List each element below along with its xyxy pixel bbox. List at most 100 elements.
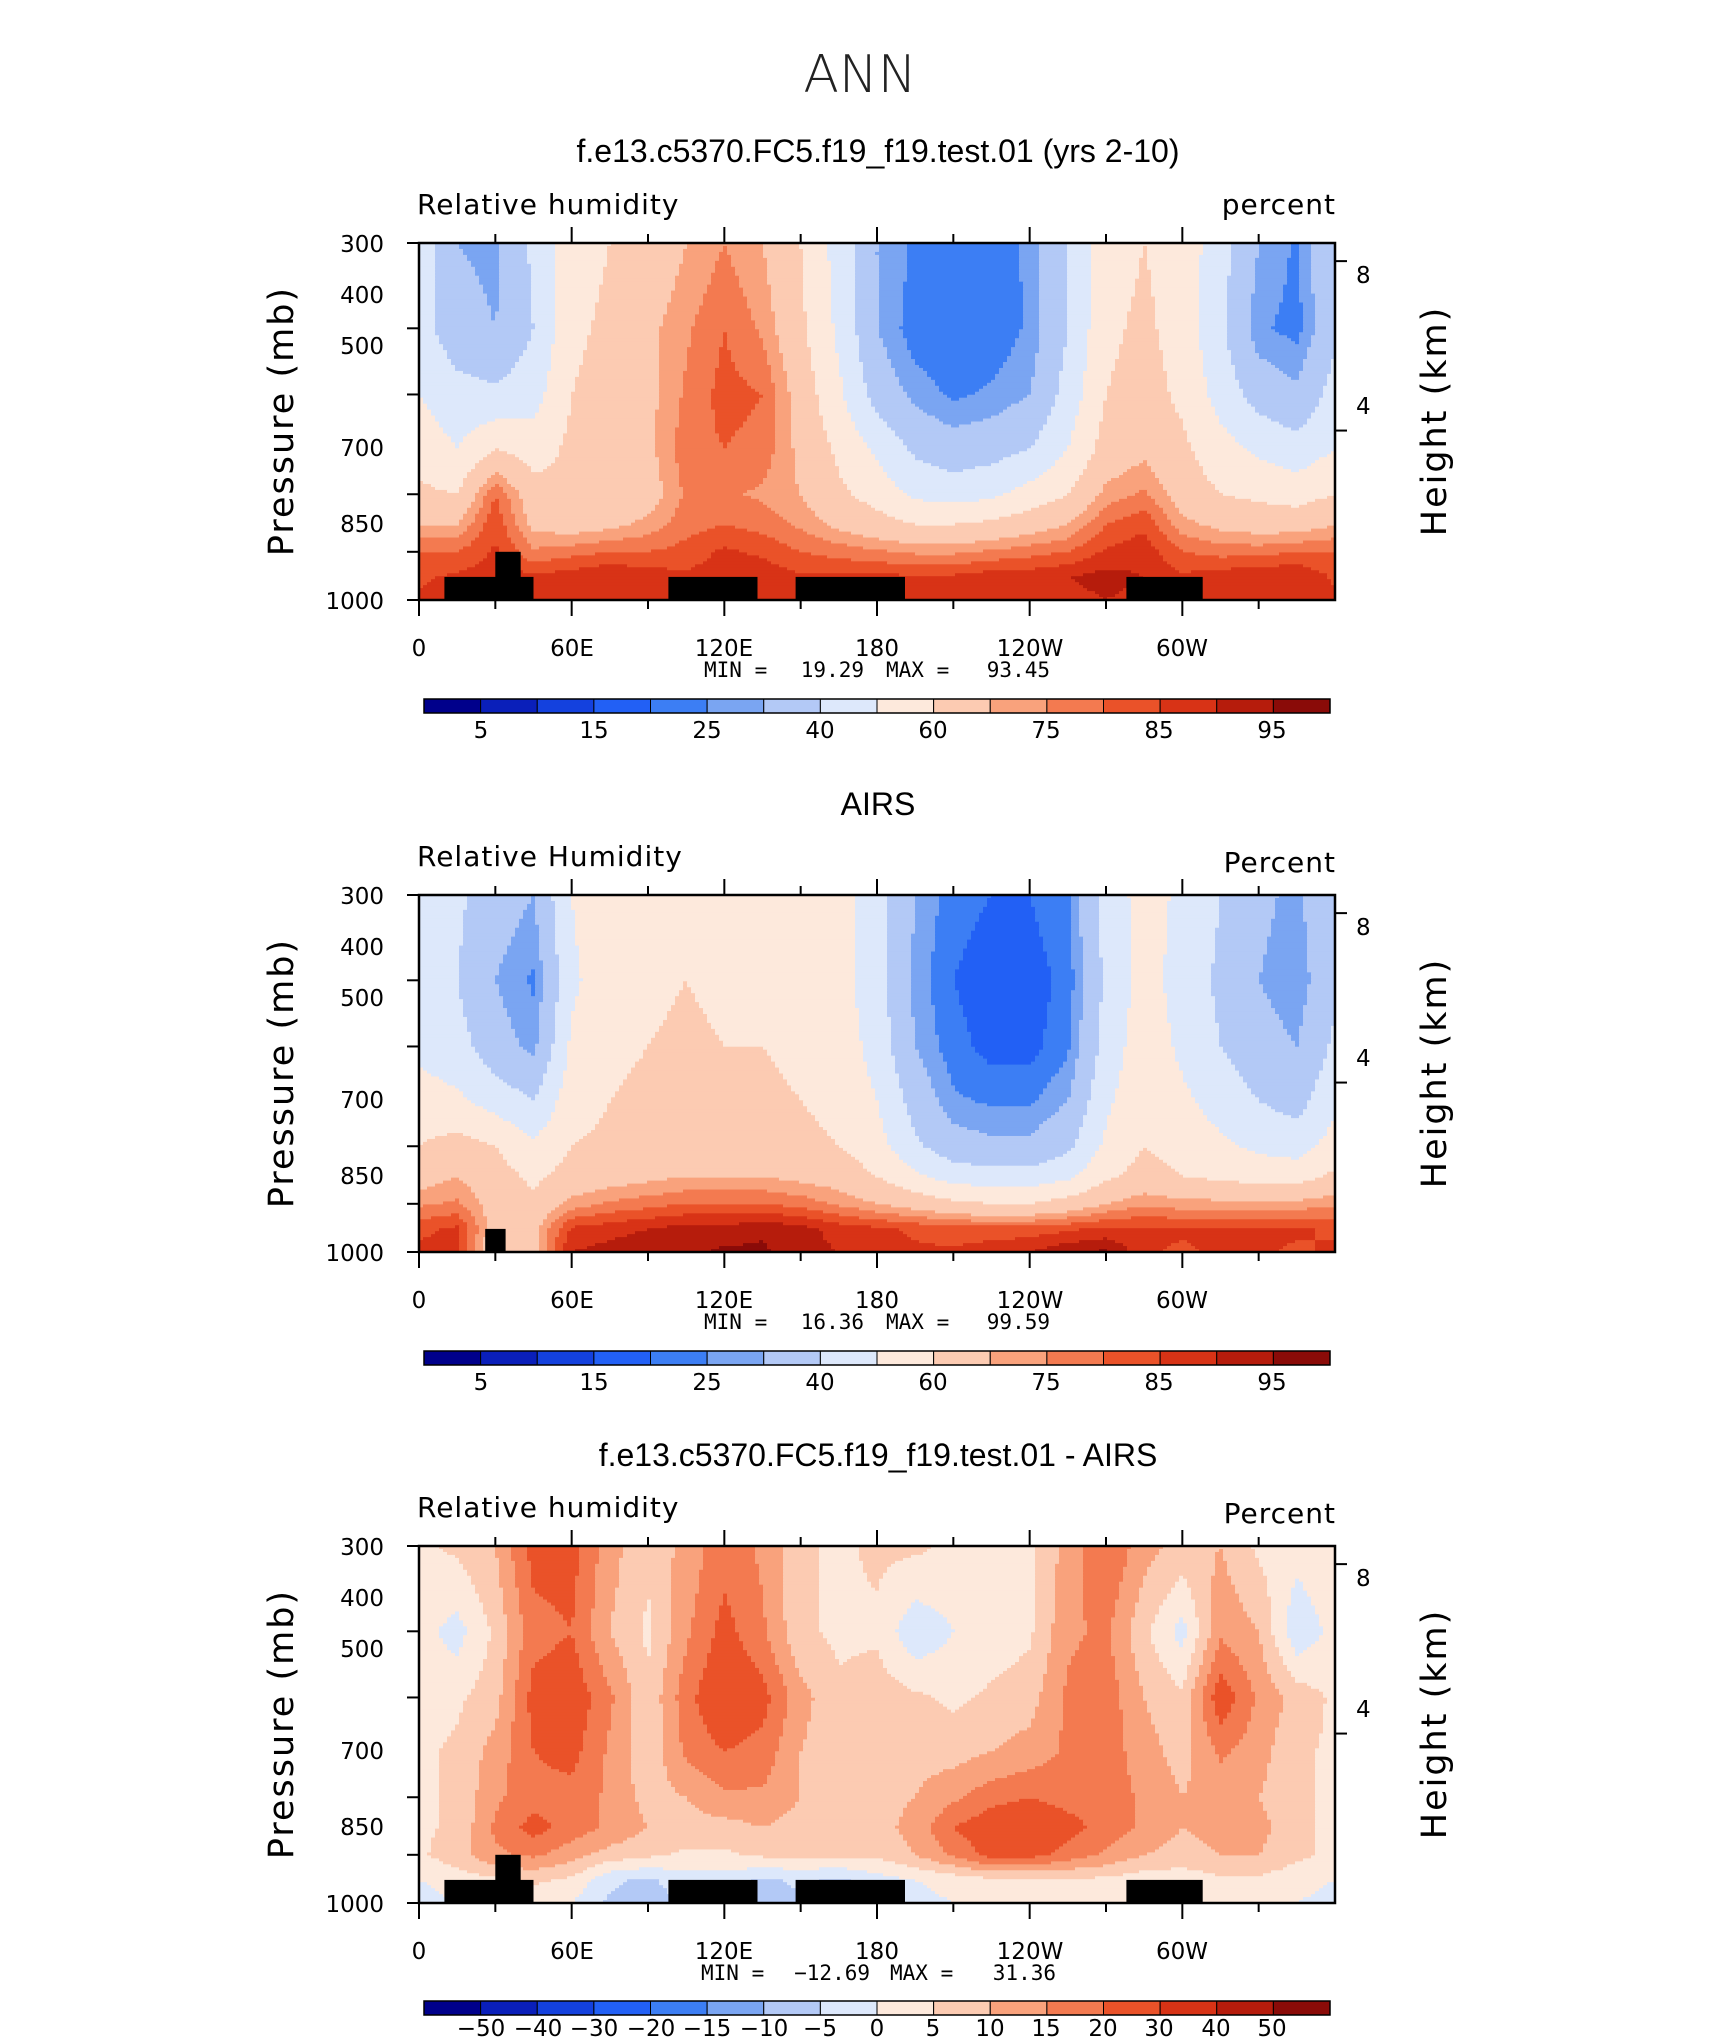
contour-cell: [1199, 278, 1228, 283]
contour-cell: [679, 472, 768, 476]
contour-cell: [1091, 284, 1136, 289]
contour-cell: [911, 963, 932, 967]
contour-cell: [539, 936, 556, 941]
contour-cell: [659, 382, 684, 387]
contour-cell: [883, 338, 908, 342]
contour-cell: [1155, 305, 1200, 310]
contour-cell: [887, 1014, 912, 1018]
contour-cell: [1259, 254, 1292, 259]
contour-cell: [419, 290, 436, 295]
contour-cell: [1039, 260, 1068, 265]
contour-cell: [659, 332, 692, 336]
contour-cell: [483, 528, 508, 533]
contour-cell: [531, 314, 556, 318]
contour-cell: [559, 984, 580, 988]
contour-cell: [855, 275, 880, 280]
contour-cell: [419, 957, 460, 962]
contour-cell: [1099, 430, 1188, 435]
contour-cell: [839, 528, 1048, 533]
contour-cell: [655, 421, 680, 426]
contour-cell: [855, 927, 888, 932]
contour-cell: [1287, 257, 1300, 262]
contour-cell: [659, 469, 680, 473]
contour-cell: [915, 522, 956, 527]
contour-cell: [831, 317, 856, 321]
contour-cell: [1167, 373, 1204, 378]
contour-cell: [855, 299, 880, 304]
colorbar-label: 5: [474, 718, 489, 744]
contour-cell: [535, 909, 556, 914]
contour-cell: [915, 454, 1012, 458]
contour-cell: [655, 430, 676, 435]
contour-cell: [419, 409, 432, 414]
contour-cell: [499, 379, 548, 384]
contour-cell: [659, 478, 680, 482]
contour-cell: [419, 472, 468, 476]
contour-cell: [803, 257, 828, 262]
contour-cell: [499, 987, 532, 991]
contour-cell: [659, 373, 684, 378]
contour-cell: [663, 323, 696, 327]
contour-cell: [907, 341, 1016, 345]
contour-cell: [1219, 918, 1272, 923]
contour-cell: [1131, 999, 1168, 1003]
contour-cell: [1227, 338, 1252, 342]
y-axis-label: Pressure (mb): [262, 938, 302, 1208]
contour-cell: [907, 263, 1020, 268]
contour-cell: [1331, 537, 1336, 542]
contour-cell: [1051, 406, 1080, 411]
contour-cell: [1255, 269, 1288, 274]
contour-cell: [459, 987, 500, 991]
contour-cell: [551, 895, 572, 899]
contour-cell: [999, 412, 1052, 417]
contour-cell: [1215, 1008, 1276, 1012]
contour-cell: [1019, 335, 1040, 339]
contour-cell: [567, 421, 656, 426]
contour-cell: [675, 507, 772, 512]
contour-cell: [543, 996, 560, 1000]
contour-cell: [1055, 460, 1088, 464]
contour-cell: [847, 409, 876, 414]
contour-cell: [419, 915, 464, 920]
contour-cell: [1315, 311, 1336, 316]
contour-cell: [903, 329, 1020, 333]
contour-cell: [715, 418, 748, 423]
contour-cell: [879, 254, 908, 259]
contour-cell: [1091, 299, 1132, 304]
contour-cell: [1071, 903, 1080, 908]
ytick-label: 400: [340, 283, 384, 309]
xtick-label: 0: [412, 636, 427, 662]
contour-cell: [571, 906, 856, 911]
contour-cell: [1075, 424, 1100, 429]
contour-cell: [419, 427, 444, 432]
contour-cell: [1131, 984, 1164, 988]
contour-cell: [807, 335, 836, 339]
contour-cell: [983, 906, 1036, 911]
contour-cell: [1171, 522, 1200, 527]
contour-cell: [1011, 454, 1064, 458]
contour-cell: [539, 406, 572, 411]
contour-cell: [1099, 433, 1188, 437]
contour-cell: [1307, 963, 1336, 967]
contour-cell: [1003, 409, 1052, 414]
contour-cell: [471, 504, 484, 509]
contour-cell: [803, 284, 832, 289]
contour-cell: [879, 287, 904, 292]
contour-cell: [1303, 1016, 1336, 1021]
contour-cell: [1155, 472, 1204, 476]
contour-cell: [771, 463, 796, 467]
contour-cell: [675, 451, 776, 455]
units-label: Percent: [1224, 846, 1336, 879]
contour-cell: [803, 299, 832, 304]
contour-cell: [663, 525, 716, 530]
contour-cell: [1131, 990, 1164, 994]
contour-cell: [551, 356, 584, 360]
contour-cell: [679, 403, 712, 408]
contour-cell: [887, 903, 916, 908]
contour-cell: [463, 481, 488, 485]
contour-cell: [555, 248, 608, 253]
contour-cell: [435, 260, 472, 265]
colorbar-swatch: [933, 1350, 991, 1366]
contour-cell: [435, 296, 488, 301]
contour-cell: [1031, 445, 1068, 449]
